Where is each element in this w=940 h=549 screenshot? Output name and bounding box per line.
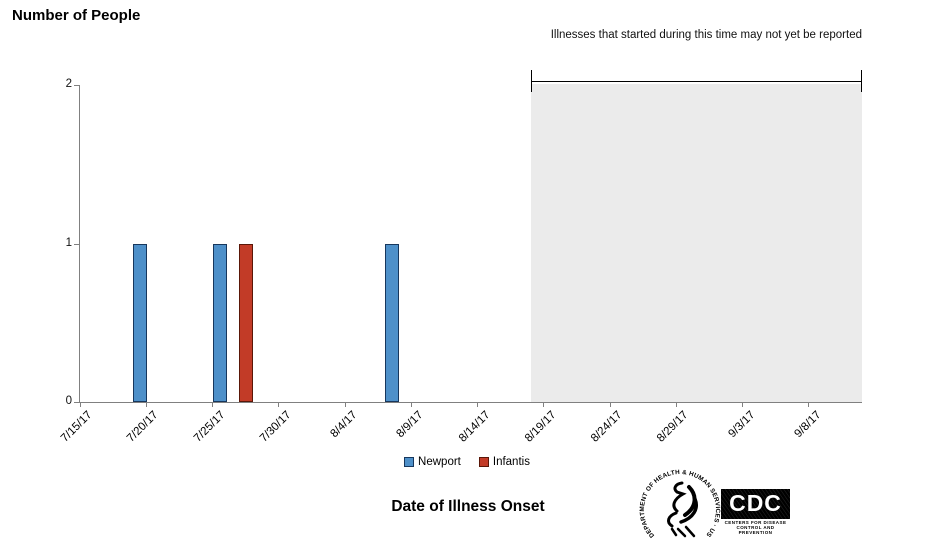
- legend-label-infantis: Infantis: [492, 456, 530, 468]
- x-tick-label: 8/29/17: [655, 409, 691, 445]
- x-tick-label: 9/8/17: [792, 409, 824, 441]
- x-axis: [79, 402, 862, 403]
- y-tick-label: 0: [65, 395, 72, 407]
- y-tick: [74, 243, 80, 245]
- x-tick: [79, 403, 81, 407]
- legend-item-newport: Newport: [404, 456, 461, 468]
- x-tick: [278, 403, 280, 407]
- bar-newport-8/7/17: [384, 243, 399, 402]
- cdc-logo-icon: CDC: [721, 489, 790, 519]
- x-tick-label: 7/30/17: [257, 409, 294, 445]
- x-tick-label: 7/15/17: [58, 409, 95, 445]
- x-tick-label: 7/25/17: [191, 409, 227, 445]
- x-tick-label: 8/24/17: [588, 409, 625, 445]
- y-tick: [74, 85, 80, 86]
- chart-legend: Newport Infantis: [0, 456, 934, 468]
- hhs-eagle-icon: [667, 481, 698, 538]
- x-tick: [675, 403, 677, 407]
- chart-title: Number of People: [12, 7, 141, 24]
- bracket-left-tick: [530, 70, 532, 92]
- bracket-right-tick: [860, 70, 862, 92]
- x-tick-label: 9/3/17: [725, 409, 757, 441]
- infantis-swatch-icon: [478, 457, 489, 467]
- x-tick-label: 7/20/17: [125, 409, 161, 445]
- x-tick: [543, 403, 545, 407]
- hhs-logo-icon: DEPARTMENT OF HEALTH & HUMAN SERVICES · …: [636, 468, 721, 539]
- bar-newport-7/19/17: [133, 243, 147, 402]
- bracket-line: [530, 81, 862, 82]
- newport-swatch-icon: [404, 457, 415, 467]
- x-axis-title: Date of Illness Onset: [391, 498, 545, 515]
- y-tick-label: 2: [65, 78, 72, 90]
- legend-item-infantis: Infantis: [478, 456, 530, 468]
- not-yet-reported-region: [530, 84, 862, 402]
- bar-newport-7/25/17: [212, 243, 227, 402]
- y-tick: [74, 402, 80, 403]
- x-tick-label: 8/9/17: [394, 409, 426, 441]
- cdc-caption-line1: CENTERS FOR DISEASE: [724, 520, 787, 525]
- x-tick: [344, 403, 346, 407]
- legend-label-newport: Newport: [418, 456, 461, 468]
- x-tick: [742, 403, 743, 407]
- cdc-logo: CDC CENTERS FOR DISEASE CONTROL AND PREV…: [721, 489, 790, 535]
- x-tick: [808, 403, 810, 407]
- not-yet-reported-annotation: Illnesses that started during this time …: [550, 29, 862, 41]
- cdc-caption-line2: CONTROL AND PREVENTION: [736, 525, 775, 535]
- x-tick: [145, 403, 147, 407]
- bar-infantis-7/27/17: [239, 243, 253, 402]
- x-tick: [477, 403, 478, 407]
- x-tick: [609, 403, 611, 407]
- x-tick: [212, 403, 213, 407]
- x-tick-label: 8/14/17: [456, 409, 492, 445]
- x-tick-label: 8/4/17: [328, 409, 360, 441]
- x-tick-label: 8/19/17: [522, 409, 559, 445]
- y-tick-label: 1: [65, 236, 72, 249]
- x-tick: [410, 403, 412, 407]
